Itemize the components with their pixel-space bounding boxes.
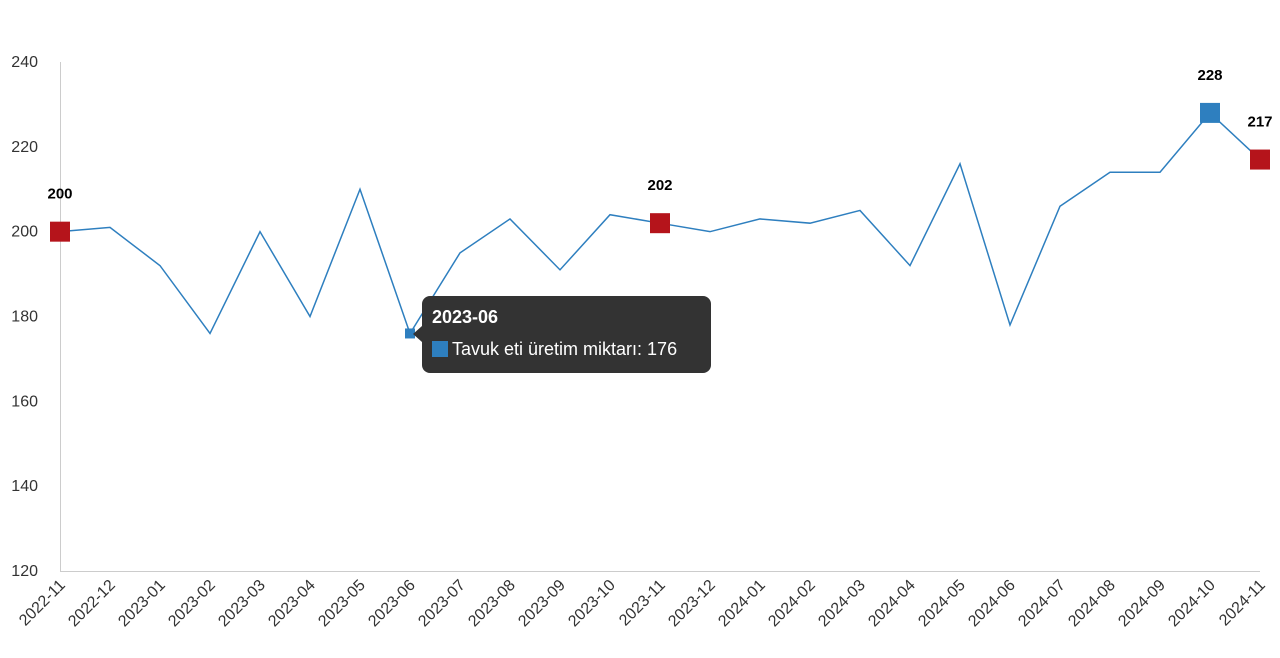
x-tick-label: 2024-11 xyxy=(1216,577,1269,630)
x-axis: 2022-112022-122023-012023-022023-032023-… xyxy=(16,571,1269,631)
data-point[interactable] xyxy=(1004,319,1016,331)
data-label: 228 xyxy=(1197,67,1222,84)
data-point[interactable] xyxy=(804,217,816,229)
data-point[interactable] xyxy=(1104,166,1116,178)
y-tick-labels: 120 140 160 180 200 220 240 xyxy=(11,54,38,580)
hover-marker[interactable] xyxy=(405,328,415,339)
x-tick-label: 2024-10 xyxy=(1165,577,1219,631)
x-tick-label: 2024-06 xyxy=(965,577,1019,631)
x-tick-label: 2023-11 xyxy=(616,577,669,630)
data-point[interactable] xyxy=(154,260,166,272)
y-tick-label: 240 xyxy=(11,54,38,71)
x-tick-label: 2022-11 xyxy=(16,577,69,630)
x-tick-label: 2023-10 xyxy=(565,577,619,631)
highlight-marker[interactable] xyxy=(650,213,670,234)
x-tick-label: 2023-02 xyxy=(165,577,219,631)
y-axis: 120 140 160 180 200 220 240 xyxy=(11,54,61,580)
data-point[interactable] xyxy=(754,213,766,225)
tooltip-series-swatch xyxy=(432,341,448,357)
x-tick-label: 2023-01 xyxy=(115,577,169,631)
data-point[interactable] xyxy=(904,260,916,272)
highlight-marker[interactable] xyxy=(1200,102,1220,123)
highlight-marker[interactable] xyxy=(50,221,70,242)
data-point[interactable] xyxy=(354,183,366,195)
x-tick-label: 2024-02 xyxy=(765,577,819,631)
x-tick-label: 2024-01 xyxy=(715,577,769,631)
y-tick-label: 200 xyxy=(11,224,38,241)
x-tick-label: 2024-08 xyxy=(1065,577,1119,631)
y-tick-label: 120 xyxy=(11,563,38,580)
data-point[interactable] xyxy=(954,158,966,170)
tooltip-title: 2023-06 xyxy=(432,307,499,327)
data-point[interactable] xyxy=(454,247,466,259)
x-tick-label: 2023-05 xyxy=(315,577,369,631)
y-tick-label: 160 xyxy=(11,393,38,410)
x-tick-label: 2024-03 xyxy=(815,577,869,631)
data-point[interactable] xyxy=(1154,166,1166,178)
data-label: 200 xyxy=(47,186,72,203)
chart-tooltip: 2023-06 Tavuk eti üretim miktarı: 176 xyxy=(413,296,711,373)
data-point[interactable] xyxy=(704,226,716,238)
x-tick-label: 2023-04 xyxy=(265,577,319,631)
y-tick-label: 180 xyxy=(11,309,38,326)
y-tick-label: 140 xyxy=(11,478,38,495)
data-point[interactable] xyxy=(554,264,566,276)
x-tick-label: 2024-05 xyxy=(915,577,969,631)
data-point[interactable] xyxy=(254,226,266,238)
highlight-markers xyxy=(50,102,1270,339)
x-tick-label: 2023-03 xyxy=(215,577,269,631)
data-label: 202 xyxy=(647,177,672,194)
y-tick-label: 220 xyxy=(11,139,38,156)
x-tick-label: 2023-06 xyxy=(365,577,419,631)
x-tick-label: 2024-04 xyxy=(865,577,919,631)
x-tick-label: 2023-07 xyxy=(415,577,469,631)
x-tick-label: 2023-09 xyxy=(515,577,569,631)
data-point[interactable] xyxy=(104,221,116,233)
data-point[interactable] xyxy=(504,213,516,225)
tooltip-row: Tavuk eti üretim miktarı: 176 xyxy=(432,339,701,359)
x-tick-label: 2022-12 xyxy=(65,577,119,631)
x-tick-label: 2023-08 xyxy=(465,577,519,631)
data-point[interactable] xyxy=(1054,200,1066,212)
tooltip-text: Tavuk eti üretim miktarı: 176 xyxy=(452,339,678,359)
x-tick-label: 2024-09 xyxy=(1115,577,1169,631)
data-point[interactable] xyxy=(854,204,866,216)
data-label: 217 xyxy=(1247,114,1272,131)
data-labels: 200 202 228 217 xyxy=(47,67,1272,203)
data-point[interactable] xyxy=(604,209,616,221)
x-tick-label: 2023-12 xyxy=(665,577,719,631)
data-point[interactable] xyxy=(304,311,316,323)
data-point[interactable] xyxy=(204,327,216,339)
highlight-marker[interactable] xyxy=(1250,149,1270,170)
x-tick-labels: 2022-112022-122023-012023-022023-032023-… xyxy=(16,577,1269,631)
x-tick-label: 2024-07 xyxy=(1015,577,1069,631)
